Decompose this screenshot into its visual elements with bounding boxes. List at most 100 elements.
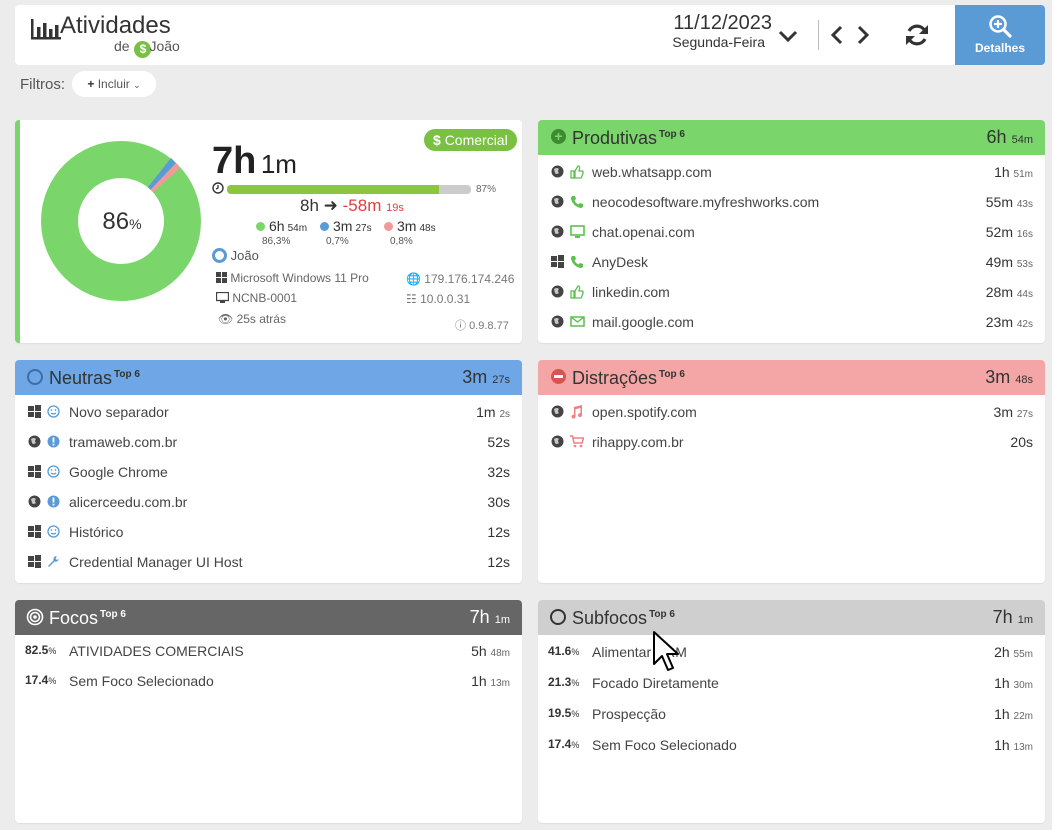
item-label: neocodesoftware.myfreshworks.com [592,194,820,210]
list-item[interactable]: mail.google.com 23m 42s [538,307,1045,337]
legend-dot [384,222,393,231]
item-label: ATIVIDADES COMERCIAIS [69,643,244,659]
list-item[interactable]: 41.6% Alimentar CRM 2h 55m [538,637,1045,667]
donut-percent-unit: % [129,216,142,232]
item-duration-main: 12s [487,554,510,570]
list-item[interactable]: 17.4% Sem Foco Selecionado 1h 13m [15,666,522,696]
legend-dot [320,222,329,231]
windows-icon [216,272,227,283]
item-duration-main: 30s [487,494,510,510]
item-duration: 2h 55m [994,644,1033,660]
split-main: 6h [269,218,285,234]
chevron-left-icon[interactable] [829,25,845,45]
details-label: Detalhes [974,41,1026,55]
total-main: 6h [986,127,1007,147]
total-sub: 27s [492,374,510,386]
total-main: 7h [469,607,490,627]
list-item[interactable]: Novo separador 1m 2s [15,397,522,427]
category-split: 6h 54m 86,3% 3m 27s 0,7% 3m 48s 0,8% [256,218,496,248]
arrow-right-icon: ➜ [323,196,338,215]
eye-icon: 👁 [218,312,234,326]
list-item[interactable]: neocodesoftware.myfreshworks.com 55m 43s [538,187,1045,217]
panel-total: 7h 1m [993,607,1033,628]
progress-track [227,185,471,194]
list-item[interactable]: 82.5% ATIVIDADES COMERCIAIS 5h 48m [15,636,522,666]
list-item[interactable]: 19.5% Prospecção 1h 22m [538,699,1045,729]
item-duration: 30s [487,494,510,510]
total-sub: 1m [1017,614,1033,626]
item-percent-value: 21.3 [548,675,572,689]
os-name: Microsoft Windows 11 Pro [230,271,369,285]
item-duration-main: 1h [994,675,1010,691]
split-sub: 54m [287,223,308,234]
panel-total: 7h 1m [470,607,510,628]
item-duration: 28m 44s [986,284,1033,300]
music-icon [570,405,583,422]
list-item[interactable]: alicerceedu.com.br 30s [15,487,522,517]
list-item[interactable]: tramaweb.com.br 52s [15,427,522,457]
title-text: Neutras [49,368,113,388]
subtitle-prefix: de [114,38,130,54]
list-item[interactable]: chat.openai.com 52m 16s [538,217,1045,247]
item-duration-main: 12s [487,524,510,540]
list-item[interactable]: web.whatsapp.com 1h 51m [538,157,1045,187]
progress-percent: 87% [476,184,497,195]
item-duration: 1h 13m [471,673,510,689]
list-item[interactable]: rihappy.com.br 20s [538,427,1045,457]
item-duration: 1h 13m [994,737,1033,753]
split-percent: 0,7% [326,236,349,247]
item-label: Histórico [69,524,124,540]
panel-total: 6h 54m [987,127,1033,148]
total-time: 7h 1m [212,140,297,183]
include-label: Incluir [97,77,130,91]
globe-icon [551,315,564,331]
panel-focos: Focos Top 6 7h 1m 82.5% ATIVIDADES COMERCI… [15,600,522,823]
item-label: AnyDesk [592,254,649,270]
globe-icon [551,195,564,211]
list-item[interactable]: 17.4% Sem Foco Selecionado 1h 13m [538,730,1045,760]
item-duration: 55m 43s [986,194,1033,210]
page-subtitle: de $ João [114,38,180,58]
panel-produtivas: + Produtivas Top 6 6h 54m web.whatsapp.co… [538,120,1045,343]
item-duration-main: 1h [994,706,1010,722]
date-display[interactable]: 11/12/2023 [673,12,772,34]
item-duration: 1h 22m [994,706,1033,722]
donut-percent: 86 [102,208,130,235]
list-item[interactable]: linkedin.com 28m 44s [538,277,1045,307]
panel-title: Focos Top 6 [49,608,126,629]
list-item[interactable]: 21.3% Focado Diretamente 1h 30m [538,668,1045,698]
panel-subfocos-header: Subfocos Top 6 7h 1m [538,600,1045,635]
windows-icon [551,255,564,271]
list-item[interactable]: AnyDesk 49m 53s [538,247,1045,277]
panel-title: Distrações Top 6 [572,368,685,389]
item-label: Prospecção [592,706,666,722]
diff-sec: 19s [386,202,404,214]
item-percent: 41.6% [548,644,579,658]
list-item[interactable]: Credential Manager UI Host 12s [15,547,522,577]
globe-icon [551,435,564,451]
item-percent-unit: % [571,709,580,719]
item-duration-sub: 30m [1013,680,1033,691]
list-item[interactable]: Histórico 12s [15,517,522,547]
split-item: 6h 54m 86,3% [256,218,307,247]
list-item[interactable]: open.spotify.com 3m 27s [538,397,1045,427]
item-duration-main: 49m [985,254,1013,270]
item-duration: 3m 27s [994,404,1033,420]
split-item: 3m 48s 0,8% [384,218,436,247]
details-button[interactable]: Detalhes [955,5,1045,65]
list-item[interactable]: Google Chrome 32s [15,457,522,487]
refresh-icon[interactable] [904,22,930,48]
item-label: Sem Foco Selecionado [592,737,737,753]
item-duration: 23m 42s [986,314,1033,330]
include-filter-button[interactable]: + Incluir ⌄ [72,71,156,97]
chevron-right-icon[interactable] [855,25,871,45]
desktop-icon [215,291,230,306]
top-label: Top 6 [649,609,675,620]
last-seen: 25s atrás [236,312,286,326]
item-percent-unit: % [571,740,580,750]
item-percent-value: 17.4 [548,737,572,751]
smiley-icon [47,525,60,541]
item-duration-sub: 13m [490,678,510,689]
plus-circle-icon: + [551,129,566,144]
chevron-down-icon[interactable] [778,29,798,43]
